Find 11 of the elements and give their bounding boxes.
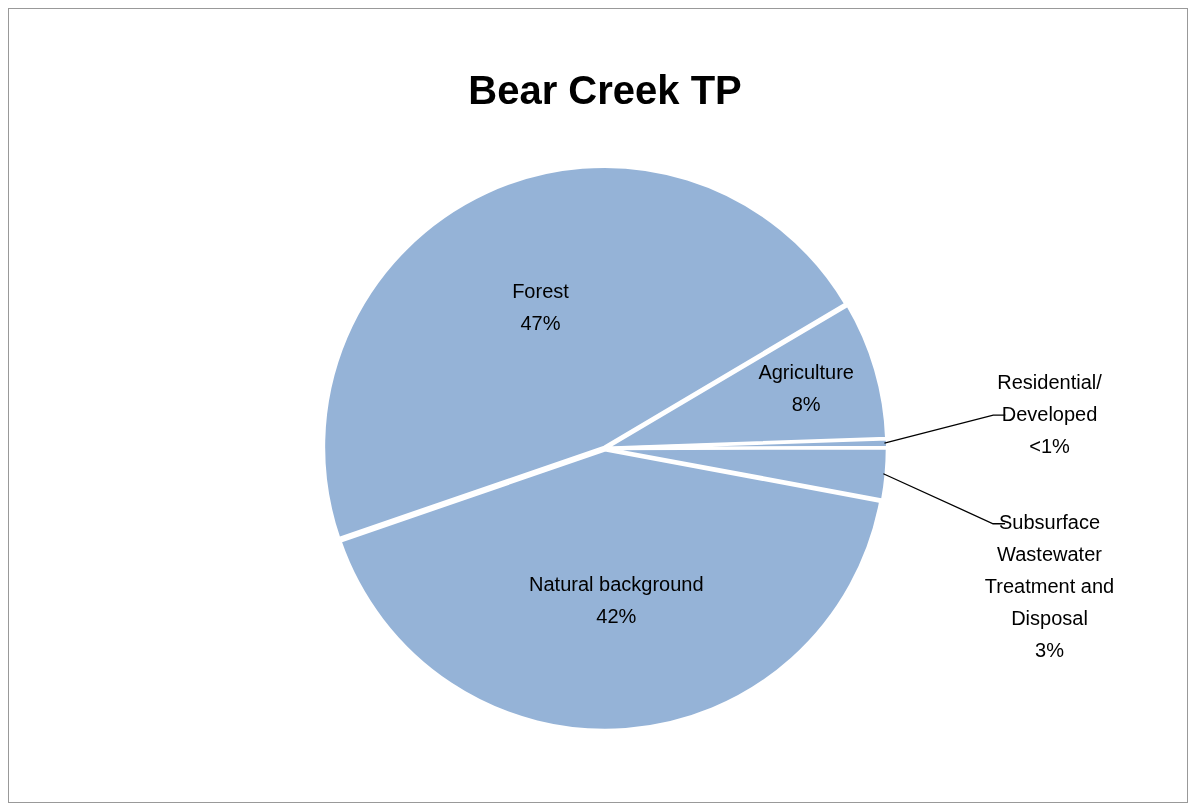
data-label: 42% <box>596 605 637 628</box>
slice-label: Residential/ Developed <box>997 370 1103 425</box>
data-label: <1% <box>1029 434 1071 457</box>
data-label: 47% <box>520 312 561 335</box>
chart-title: Bear Creek TP <box>468 68 742 113</box>
slice-label: Forest <box>512 280 570 303</box>
slice-label: Agriculture <box>758 361 854 384</box>
data-label: 8% <box>791 393 821 416</box>
data-label: 3% <box>1035 639 1065 662</box>
slice-label: Natural background <box>529 573 704 596</box>
slice-label: Subsurface Wastewater Treatment and Disposal <box>984 511 1115 630</box>
